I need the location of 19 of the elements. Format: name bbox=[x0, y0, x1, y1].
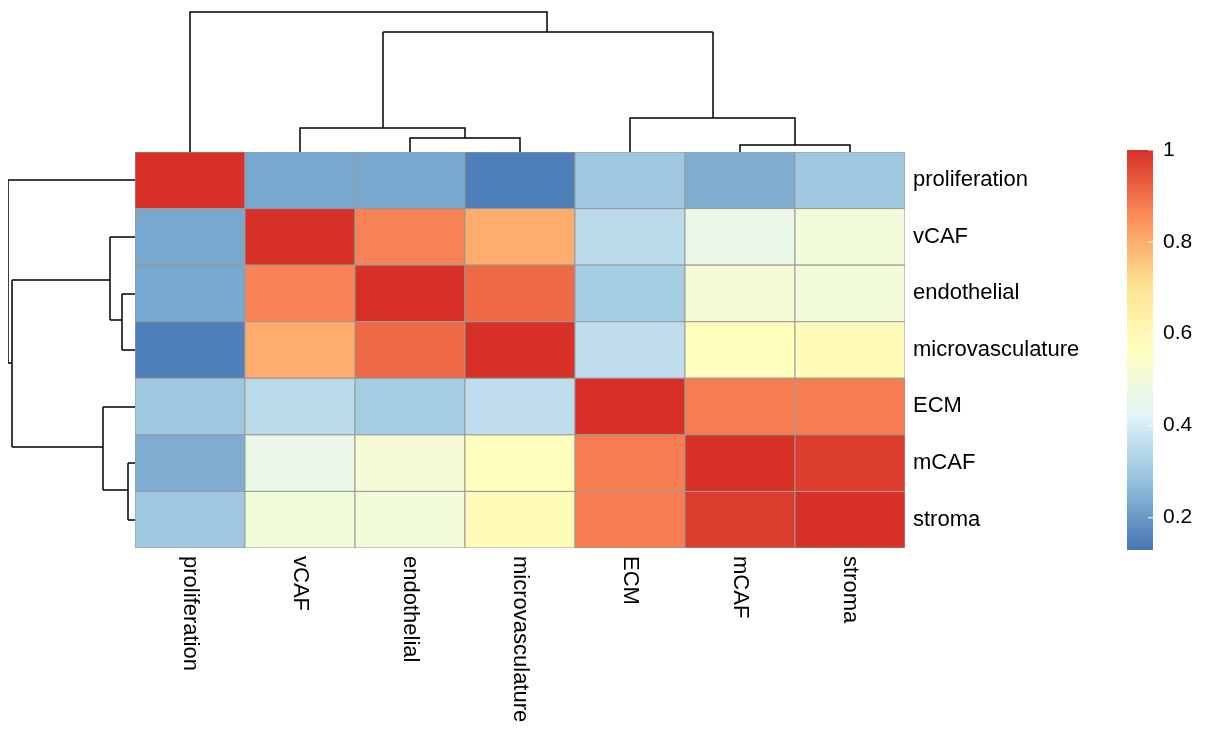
color-bar-label: 0.6 bbox=[1163, 320, 1193, 344]
x-tick-label: ECM bbox=[619, 556, 645, 605]
x-tick-label: endothelial bbox=[399, 556, 425, 663]
y-tick-label: mCAF bbox=[913, 448, 976, 474]
color-bar-label: 0.4 bbox=[1163, 412, 1193, 436]
x-tick-label: proliferation bbox=[179, 556, 205, 671]
x-tick-label: microvasculature bbox=[509, 556, 535, 723]
y-tick-label: ECM bbox=[913, 392, 962, 418]
y-tick-label: vCAF bbox=[913, 222, 968, 248]
x-tick-label: mCAF bbox=[729, 556, 755, 619]
color-bar-label: 0.2 bbox=[1163, 504, 1193, 528]
x-tick-label: stroma bbox=[839, 556, 865, 624]
y-tick-label: stroma bbox=[913, 505, 981, 531]
y-tick-label: microvasculature bbox=[913, 335, 1080, 361]
color-bar-label: 0.8 bbox=[1163, 228, 1193, 252]
y-tick-label: endothelial bbox=[913, 279, 1020, 305]
color-bar-label: 1 bbox=[1163, 136, 1175, 160]
x-tick-label: vCAF bbox=[289, 556, 315, 611]
y-tick-label: proliferation bbox=[913, 166, 1028, 192]
